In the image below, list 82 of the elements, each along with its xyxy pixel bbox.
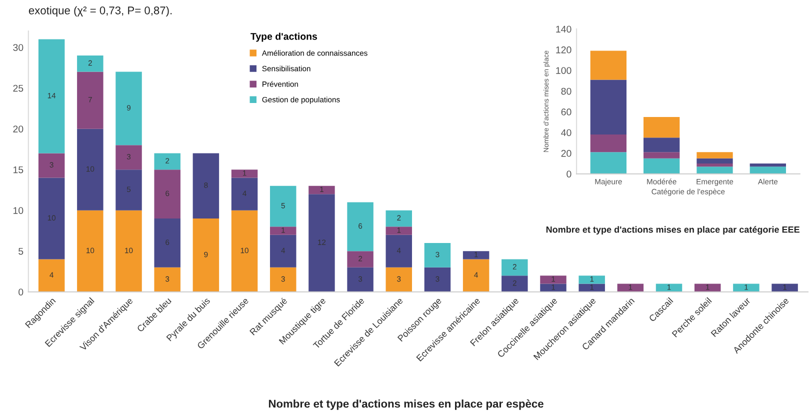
- bar: [38, 178, 65, 260]
- bar: [116, 72, 142, 146]
- bar: [231, 178, 258, 210]
- bar: [270, 186, 296, 227]
- bar: [270, 226, 296, 235]
- bar: [116, 210, 142, 292]
- bar: [154, 218, 180, 268]
- bar: [772, 284, 798, 292]
- bar: [590, 134, 626, 152]
- bar: [154, 170, 180, 219]
- bar: [38, 153, 65, 178]
- bar: [154, 153, 180, 170]
- bar: [696, 164, 733, 167]
- bar: [617, 284, 644, 292]
- y-tick-label: 40: [561, 129, 572, 136]
- bar: [347, 202, 374, 252]
- text: Nombre et type d'actions mises en place par espèce: [268, 399, 544, 410]
- bar: [270, 234, 296, 268]
- bar: [424, 267, 451, 292]
- bar: [192, 153, 220, 219]
- bar: [696, 152, 733, 158]
- y-tick-label: 80: [561, 88, 572, 95]
- y-tick-label: 30: [13, 44, 24, 51]
- bar: [116, 170, 142, 210]
- bar: [462, 251, 490, 260]
- bar: [733, 284, 760, 292]
- bar: [386, 267, 412, 292]
- bar: [192, 218, 220, 292]
- y-tick-label: 0: [18, 288, 24, 296]
- bar: [386, 234, 412, 268]
- y-tick-label: 10: [13, 207, 24, 214]
- bar: [644, 158, 680, 174]
- bar: [696, 166, 733, 174]
- bar: [347, 267, 374, 292]
- bar: [231, 210, 258, 292]
- bar: [750, 164, 786, 167]
- bar: [308, 186, 335, 194]
- bar: [590, 50, 626, 80]
- bar: [270, 267, 296, 292]
- y-tick-label: 15: [13, 166, 24, 174]
- bar: [77, 72, 104, 129]
- bar: [590, 80, 626, 135]
- bar: [644, 152, 680, 158]
- text: Nombre et type d'actions mises en place par catégorie EEE: [546, 226, 800, 235]
- bar: [308, 194, 335, 292]
- y-tick-label: 5: [18, 248, 24, 255]
- bar: [644, 116, 680, 138]
- y-tick-label: 100: [556, 67, 572, 74]
- bar: [77, 56, 104, 72]
- bar: [578, 276, 605, 284]
- bar: [347, 251, 374, 268]
- bar: [644, 138, 680, 152]
- bar: [502, 276, 528, 292]
- legend-title: Type d'actions: [250, 32, 318, 42]
- bar: [77, 128, 104, 210]
- bar: [386, 226, 412, 235]
- y-tick-label: 140: [556, 26, 572, 33]
- y-tick-label: 20: [561, 150, 572, 157]
- bar: [38, 39, 65, 154]
- bar: [424, 242, 451, 268]
- y-tick-label: 120: [556, 46, 572, 54]
- y-tick-label: 0: [566, 170, 572, 178]
- bar: [502, 259, 528, 276]
- y-tick-label: 20: [13, 126, 24, 132]
- bar: [38, 259, 65, 292]
- bar: [540, 284, 566, 292]
- y-tick-label: 25: [13, 84, 24, 92]
- bar: [578, 284, 605, 292]
- bar: [540, 276, 566, 284]
- bar: [696, 158, 733, 164]
- bar: [231, 170, 258, 178]
- bar: [77, 210, 104, 292]
- bar: [590, 152, 626, 174]
- bar: [462, 259, 490, 292]
- y-tick-label: 60: [561, 108, 572, 116]
- bar: [386, 210, 412, 227]
- text: exotique (χ² = 0,73, P= 0,87).: [28, 6, 172, 17]
- bar: [154, 267, 180, 292]
- bar: [694, 284, 721, 292]
- bar: [116, 145, 142, 170]
- bar: [656, 284, 682, 292]
- bar: [750, 166, 786, 174]
